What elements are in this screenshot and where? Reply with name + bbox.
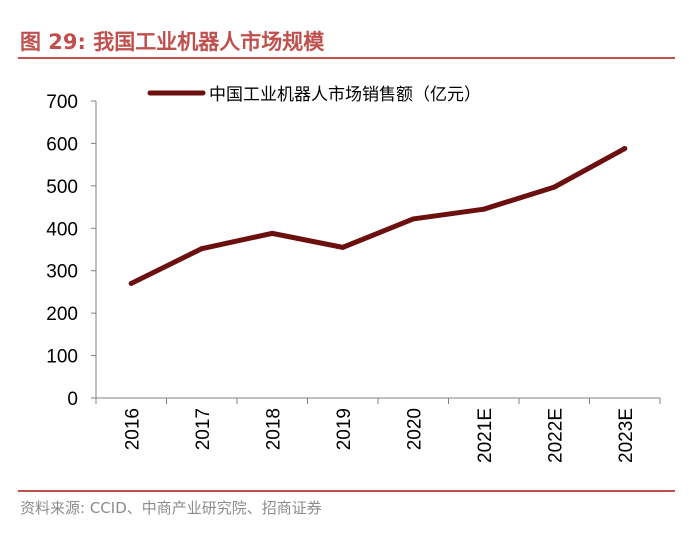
x-tick-label: 2017 — [193, 408, 214, 450]
x-tick-label: 2021E — [475, 408, 496, 463]
x-tick-label: 2018 — [263, 408, 284, 450]
data-point — [622, 146, 628, 152]
figure-title: 图 29: 我国工业机器人市场规模 — [20, 30, 325, 54]
source-divider — [18, 490, 675, 492]
x-tick-label: 2019 — [334, 408, 355, 450]
x-tick-label: 2023E — [616, 408, 637, 463]
data-point — [410, 216, 416, 222]
data-point — [199, 246, 205, 252]
title-divider — [18, 57, 675, 59]
x-tick-label: 2016 — [122, 408, 143, 450]
legend-label: 中国工业机器人市场销售额（亿元） — [209, 85, 481, 105]
data-point — [128, 280, 134, 286]
y-tick-label: 300 — [46, 262, 78, 283]
y-tick-label: 0 — [67, 389, 78, 410]
y-tick-label: 600 — [46, 134, 78, 155]
y-tick-label: 500 — [46, 177, 78, 198]
y-tick-label: 400 — [46, 219, 78, 240]
data-point — [340, 244, 346, 250]
x-tick-label: 2022E — [545, 408, 566, 463]
source-note: 资料来源: CCID、中商产业研究院、招商证券 — [20, 499, 322, 517]
x-tick-label: 2020 — [404, 408, 425, 450]
x-axis: 2016 2017 2018 2019 2020 2021E 2022E 2023E — [95, 397, 661, 463]
chart-legend: 中国工业机器人市场销售额（亿元） — [147, 85, 481, 105]
y-tick-label: 100 — [46, 347, 78, 368]
y-axis: 0 100 200 300 400 500 600 700 — [46, 92, 97, 410]
data-point — [481, 206, 487, 212]
series-line — [128, 146, 628, 286]
data-point — [269, 230, 275, 236]
y-tick-label: 700 — [46, 92, 78, 113]
data-point — [551, 184, 557, 190]
data-line — [128, 146, 628, 286]
y-tick-label: 200 — [46, 304, 78, 325]
